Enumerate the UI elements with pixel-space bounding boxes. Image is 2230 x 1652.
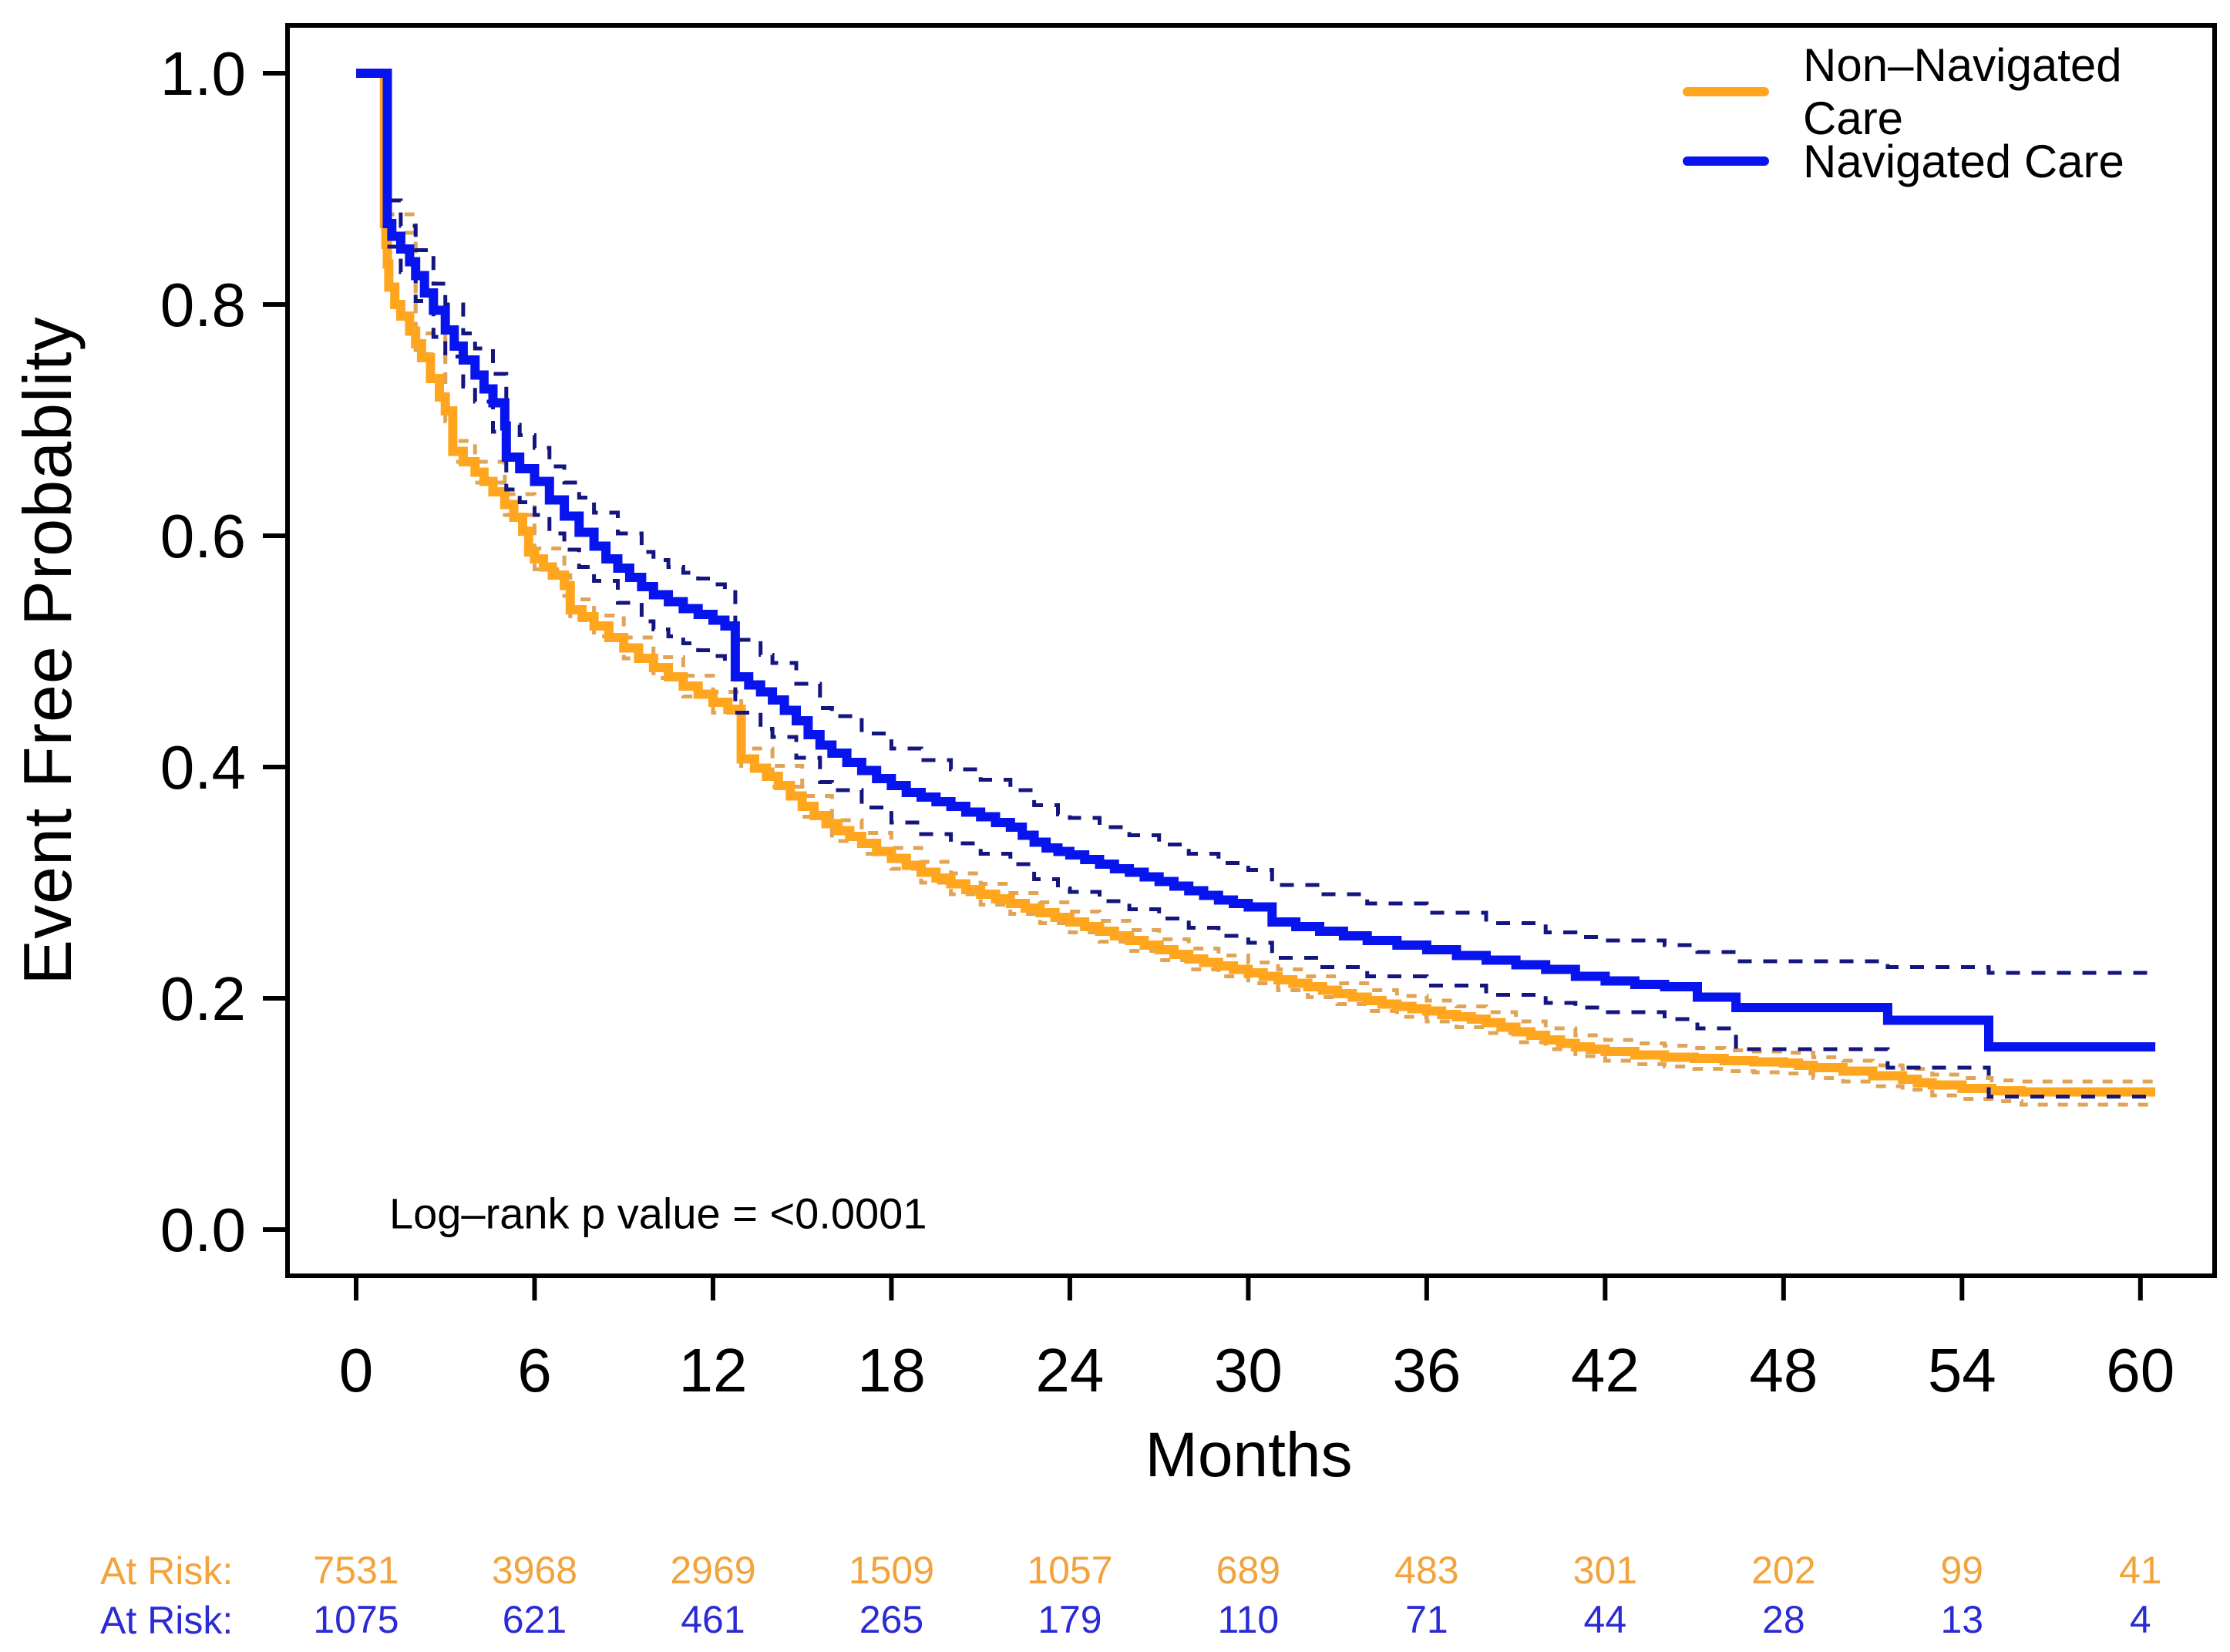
x-tick-label: 6 [517,1336,552,1405]
at-risk-value-non-navigated-care: 41 [2119,1549,2162,1592]
x-tick-label: 18 [857,1336,926,1405]
at-risk-value-non-navigated-care: 301 [1573,1549,1637,1592]
legend-line-blue-icon [1683,156,1769,166]
at-risk-value-navigated-care: 1075 [313,1598,399,1641]
x-tick-label: 24 [1035,1336,1104,1405]
y-tick-label: 0.4 [160,733,246,802]
at-risk-value-navigated-care: 4 [2130,1598,2151,1641]
legend-item-non-navigated: Non–Navigated Care [1683,39,2230,144]
at-risk-value-navigated-care: 44 [1584,1598,1627,1641]
x-tick-label: 0 [339,1336,374,1405]
legend-label-non-navigated: Non–Navigated Care [1803,39,2122,144]
at-risk-label-non-navigated: At Risk: [100,1549,234,1593]
at-risk-label-navigated: At Risk: [100,1599,234,1642]
at-risk-value-navigated-care: 621 [503,1598,567,1641]
y-tick-label: 0.0 [160,1196,246,1264]
at-risk-value-navigated-care: 265 [859,1598,923,1641]
at-risk-value-non-navigated-care: 2969 [670,1549,755,1592]
legend-item-navigated: Navigated Care [1683,130,2230,193]
at-risk-value-navigated-care: 28 [1762,1598,1805,1641]
at-risk-value-non-navigated-care: 1057 [1027,1549,1112,1592]
at-risk-value-navigated-care: 179 [1038,1598,1102,1641]
at-risk-value-navigated-care: 71 [1405,1598,1448,1641]
at-risk-value-non-navigated-care: 689 [1216,1549,1280,1592]
x-axis-title: Months [1145,1420,1353,1490]
at-risk-value-non-navigated-care: 1509 [849,1549,934,1592]
x-tick-label: 60 [2106,1336,2175,1405]
at-risk-value-navigated-care: 110 [1218,1598,1280,1641]
y-tick-label: 0.6 [160,502,246,570]
curve-non-navigated-upper-ci [384,212,2156,1084]
at-risk-value-non-navigated-care: 3968 [492,1549,577,1592]
y-tick-label: 0.2 [160,964,246,1033]
logrank-annotation: Log–rank p value = <0.0001 [389,1189,927,1238]
y-tick-label: 1.0 [160,39,246,108]
x-tick-label: 48 [1749,1336,1818,1405]
legend-line-orange-icon [1683,87,1769,96]
y-axis-title: Event Free Probablity [9,316,86,985]
curve-non-navigated-care [356,69,2156,1097]
x-tick-label: 30 [1214,1336,1283,1405]
x-tick-label: 12 [678,1336,747,1405]
at-risk-value-non-navigated-care: 7531 [313,1549,399,1592]
legend-label-navigated: Navigated Care [1803,135,2124,187]
legend: Non–Navigated Care Navigated Care [1683,39,2230,193]
x-tick-label: 54 [1928,1336,1996,1405]
x-tick-label: 36 [1392,1336,1461,1405]
x-tick-label: 42 [1571,1336,1640,1405]
plot-border [285,23,2217,1278]
at-risk-value-navigated-care: 13 [1941,1598,1984,1641]
curve-navigated-lower-ci [387,244,2156,1099]
at-risk-value-non-navigated-care: 202 [1751,1549,1815,1592]
y-tick-label: 0.8 [160,271,246,339]
at-risk-value-navigated-care: 461 [681,1598,745,1641]
at-risk-value-non-navigated-care: 483 [1394,1549,1458,1592]
at-risk-value-non-navigated-care: 99 [1941,1549,1984,1592]
curve-navigated-upper-ci [387,198,2156,975]
curve-navigated-care [356,69,2156,1051]
